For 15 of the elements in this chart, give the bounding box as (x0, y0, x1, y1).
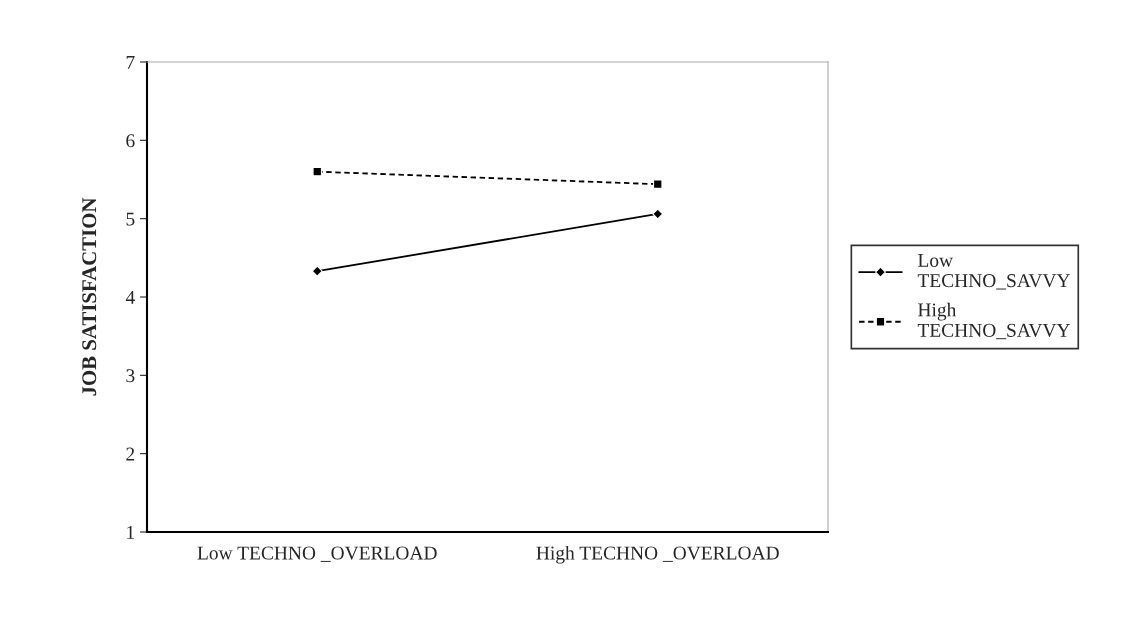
x-tick-label: High TECHNO _OVERLOAD (536, 545, 779, 564)
y-axis-title: JOB SATISFACTION (82, 197, 97, 396)
y-tick-label: 3 (126, 369, 135, 383)
point (652, 208, 664, 220)
legend-label: High TECHNO_SAVVY (917, 302, 1071, 340)
y-tick-label: 4 (125, 290, 135, 304)
y-tick-label: 2 (126, 447, 135, 461)
legend-label: Low TECHNO_SAVVY (917, 253, 1071, 290)
y-tick-label: 6 (126, 134, 135, 148)
y-tick-label: 5 (126, 212, 135, 226)
y-tick-label: 1 (127, 525, 135, 539)
x-tick-label: Low TECHNO _OVERLOAD (197, 546, 437, 562)
y-tick-label: 7 (126, 56, 135, 69)
point (653, 179, 663, 189)
point (311, 265, 323, 277)
